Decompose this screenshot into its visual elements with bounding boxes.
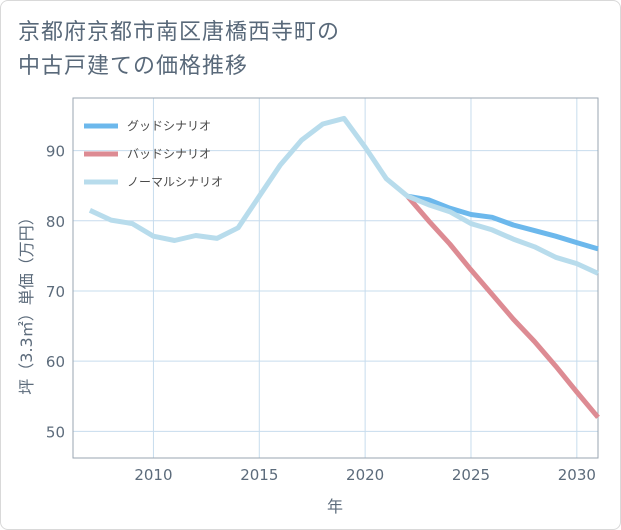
x-tick-label: 2010 [134, 466, 172, 484]
y-tick-labels: 50 60 70 80 90 [46, 143, 65, 442]
x-tick-label: 2015 [240, 466, 278, 484]
x-tick-labels: 2010 2015 2020 2025 2030 [134, 466, 596, 484]
y-tick-label: 60 [46, 353, 65, 371]
x-tick-label: 2020 [346, 466, 384, 484]
y-tick-label: 70 [46, 283, 65, 301]
legend-label-2: ノーマルシナリオ [127, 175, 223, 189]
legend-label-1: バッドシナリオ [127, 147, 211, 161]
series-layer [88, 115, 600, 419]
plot-frame [72, 97, 599, 459]
series-line-2 [88, 115, 600, 276]
chart-title-line-2: 中古戸建ての価格推移 [18, 54, 249, 79]
x-tick-label: 2025 [452, 466, 490, 484]
x-axis-title: 年 [327, 497, 343, 516]
chart-title-line-1: 京都府京都市南区唐橋西寺町の [18, 20, 341, 45]
legend-label-0: グッドシナリオ [127, 119, 211, 133]
x-tick-label: 2030 [558, 466, 596, 484]
chart-title: 京都府京都市南区唐橋西寺町の 中古戸建ての価格推移 [18, 16, 340, 84]
y-tick-label: 50 [46, 423, 65, 441]
series-line-0 [407, 193, 599, 252]
y-tick-label: 80 [46, 213, 65, 231]
y-axis-title: 坪（3.3㎡）単価（万円） [17, 209, 36, 394]
y-tick-label: 90 [46, 143, 65, 161]
grid-lines [73, 98, 598, 458]
series-line-1 [405, 194, 600, 419]
